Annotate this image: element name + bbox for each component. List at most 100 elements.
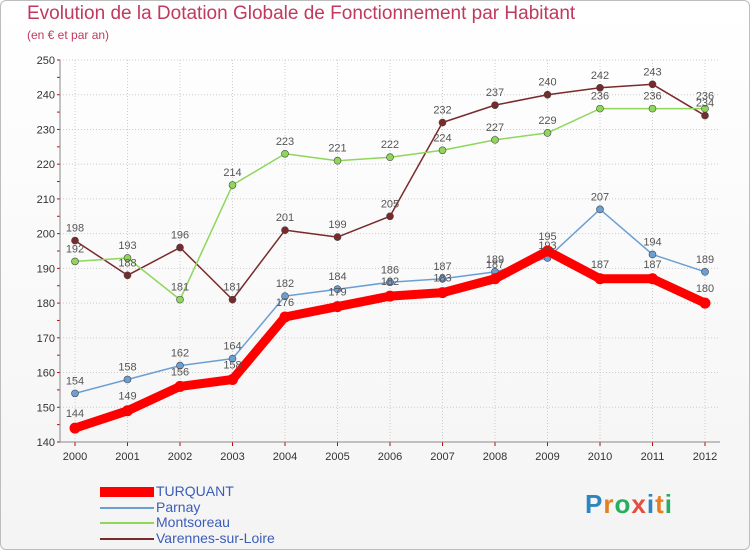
data-label: 221: [328, 143, 346, 155]
data-point: [596, 205, 604, 214]
data-label: 164: [223, 341, 241, 353]
data-label: 201: [276, 212, 294, 224]
y-tick-label: 230: [37, 124, 55, 136]
data-point: [228, 295, 237, 304]
data-point: [176, 361, 184, 370]
data-point: [176, 295, 184, 304]
data-point: [123, 271, 132, 280]
data-point: [701, 268, 709, 276]
data-label: 188: [118, 257, 136, 269]
proxiti-logo: Proxiti: [585, 489, 673, 520]
data-point: [438, 274, 447, 283]
data-point: [333, 156, 342, 165]
data-point: [71, 236, 79, 245]
data-point: [69, 422, 81, 434]
data-label: 229: [538, 115, 556, 127]
data-label: 154: [66, 375, 84, 387]
data-label: 194: [643, 236, 661, 248]
data-label: 156: [171, 366, 189, 378]
data-label: 158: [223, 359, 241, 371]
data-label: 222: [381, 139, 399, 151]
data-label: 179: [328, 287, 346, 299]
data-point: [648, 80, 657, 89]
data-label: 182: [276, 278, 294, 290]
data-point: [71, 257, 79, 266]
logo-letter: t: [655, 489, 665, 519]
x-tick-label: 2006: [378, 451, 402, 463]
data-label: 240: [538, 77, 556, 89]
data-label: 199: [328, 219, 346, 231]
data-point: [596, 104, 604, 113]
data-label: 186: [381, 264, 399, 276]
data-label: 183: [433, 273, 451, 285]
data-point: [122, 405, 133, 417]
data-label: 242: [591, 70, 609, 82]
data-point: [543, 90, 552, 99]
data-label: 196: [171, 230, 189, 242]
data-point: [174, 380, 186, 392]
legend-swatch-turquant: [100, 487, 154, 497]
data-label: 195: [538, 231, 556, 243]
y-tick-label: 140: [37, 437, 55, 449]
data-label: 184: [328, 271, 346, 283]
legend-swatch-parnay: [100, 507, 154, 509]
data-point: [701, 111, 709, 120]
data-label: 236: [591, 91, 609, 103]
data-point: [71, 389, 79, 398]
x-tick-label: 2008: [483, 451, 507, 463]
data-label: 236: [696, 91, 714, 103]
data-point: [438, 146, 447, 155]
x-tick-label: 2003: [220, 451, 244, 463]
data-point: [227, 373, 238, 385]
data-point: [543, 129, 552, 137]
x-tick-label: 2011: [641, 451, 665, 463]
data-point: [491, 136, 499, 144]
data-label: 187: [591, 259, 609, 271]
data-point: [594, 273, 606, 285]
data-label: 198: [66, 223, 84, 235]
data-label: 182: [381, 276, 399, 288]
y-tick-label: 250: [37, 55, 55, 67]
data-label: 227: [486, 122, 504, 134]
data-label: 181: [223, 282, 241, 294]
chart-title: Evolution de la Dotation Globale de Fonc…: [27, 3, 576, 24]
data-point: [176, 243, 184, 252]
data-label: 193: [118, 240, 136, 252]
y-tick-label: 210: [37, 194, 55, 206]
data-point: [648, 104, 657, 113]
data-label: 207: [591, 191, 609, 203]
logo-letter: o: [614, 489, 632, 519]
x-tick-label: 2001: [115, 451, 139, 463]
data-point: [333, 233, 342, 241]
x-tick-label: 2007: [430, 451, 454, 463]
data-point: [489, 273, 501, 285]
data-label: 149: [118, 391, 136, 403]
logo-letter: i: [664, 489, 673, 519]
data-point: [699, 297, 711, 309]
data-label: 187: [486, 259, 504, 271]
data-label: 180: [696, 283, 714, 295]
data-label: 224: [433, 132, 451, 144]
data-label: 205: [381, 198, 399, 210]
y-tick-label: 190: [37, 263, 55, 275]
legend-swatch-montsoreau: [100, 522, 154, 524]
data-label: 181: [171, 282, 189, 294]
data-point: [386, 278, 394, 287]
data-label: 189: [696, 254, 714, 266]
y-tick-label: 200: [37, 229, 55, 241]
logo-letter: x: [631, 489, 647, 519]
data-point: [279, 311, 291, 323]
legend-label-parnay: Parnay: [156, 499, 201, 515]
data-point: [123, 254, 132, 262]
data-point: [542, 245, 553, 257]
data-label: 234: [696, 98, 714, 110]
data-label: 192: [66, 243, 84, 255]
y-tick-label: 170: [37, 333, 55, 345]
x-tick-label: 2005: [325, 451, 349, 463]
data-label: 223: [276, 136, 294, 148]
data-label: 243: [643, 66, 661, 78]
chart-subtitle: (en € et par an): [27, 28, 110, 42]
data-label: 193: [538, 240, 556, 252]
x-tick-label: 2002: [168, 451, 192, 463]
